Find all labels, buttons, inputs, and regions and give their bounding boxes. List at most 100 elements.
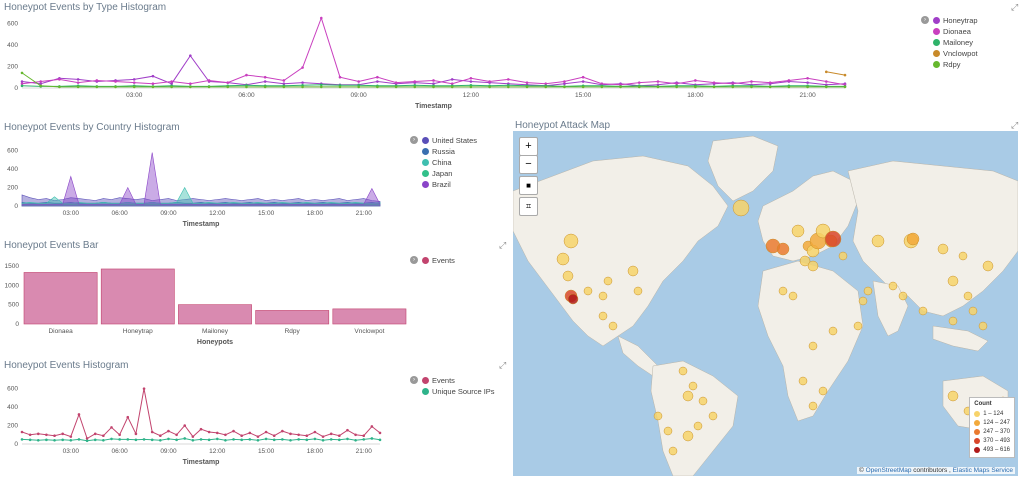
data-point [134,432,138,436]
legend-dot-icon [422,159,429,166]
attack-map[interactable]: + − ■ ⌗ Count 1 – 124 124 – 247 247 – 370 3… [513,131,1018,476]
data-point [226,85,230,89]
data-point [170,82,173,85]
data-point [656,85,660,89]
zoom-out-button[interactable]: − [519,155,538,174]
attack-marker [824,230,842,248]
legend-item[interactable]: Dionaea [933,26,978,37]
legend-item[interactable]: Vnclowpot [933,48,978,59]
data-point [118,438,121,441]
legend-item[interactable]: United States [422,135,477,146]
draw-shape-button[interactable]: ■ [519,176,538,195]
data-point [232,438,235,441]
attack-marker [863,286,873,296]
data-point [432,79,435,82]
data-point [126,438,130,441]
y-tick-label: 0 [15,321,19,328]
attack-marker [663,426,673,436]
data-point [132,81,136,84]
legend-item[interactable]: Brazil [422,179,477,190]
data-point [39,82,43,85]
zoom-in-button[interactable]: + [519,137,538,156]
data-point [232,429,235,433]
data-point [207,79,211,82]
world-map[interactable] [513,131,1018,476]
attack-marker [788,291,798,301]
attack-marker [838,251,848,261]
legend-item[interactable]: Honeytrap [933,15,978,26]
map-legend-title: Count [974,401,992,407]
events-histogram-panel: Honeypot Events Histogram ⤢ 600 400 200 0 03… [0,358,510,476]
osm-link[interactable]: OpenStreetMap [865,467,912,474]
data-point [297,433,300,437]
legend-label: Rdpy [943,60,961,69]
legend-toggle-icon[interactable]: › [410,256,418,264]
legend-item[interactable]: Russia [422,146,477,157]
data-point [114,85,117,89]
legend-item[interactable]: Events [422,255,455,266]
expand-icon[interactable]: ⤢ [499,360,507,370]
legend-item[interactable]: Rdpy [933,59,978,70]
data-point [338,434,341,437]
data-point [750,85,753,89]
data-point [581,75,585,79]
data-point [619,85,622,89]
data-point [378,431,382,435]
expand-icon[interactable]: ⤢ [1011,120,1019,130]
data-point [376,80,379,83]
data-point [413,85,417,89]
legend-toggle-icon[interactable]: › [410,376,418,384]
attack-marker [682,390,694,402]
data-point [600,85,604,89]
legend-dot-icon [933,50,940,57]
bar [23,272,98,325]
south-america [650,360,739,476]
data-point [245,73,248,77]
data-point [432,85,435,89]
expand-icon[interactable]: ⤢ [499,240,507,250]
legend-dot-icon [422,388,429,395]
data-point [226,81,230,84]
legend-label: Mailoney [943,38,974,47]
legend-dot-icon [933,28,940,35]
data-point [142,387,146,390]
data-point [245,85,248,89]
legend-dot-icon [974,446,981,453]
ems-link[interactable]: Elastic Maps Service [952,467,1013,474]
y-tick-label: 0 [14,441,18,448]
data-point [507,85,510,89]
data-point [675,85,678,89]
data-point [313,437,317,441]
data-point [413,80,417,83]
x-tick-label: 06:00 [111,210,128,217]
legend-toggle-icon[interactable]: › [921,16,929,24]
data-point [256,435,260,438]
y-tick-label: 200 [7,185,18,192]
data-point [77,438,81,441]
legend-label: Dionaea [943,27,971,36]
legend-item[interactable]: Events [422,375,495,386]
expand-icon[interactable]: ⤢ [1011,2,1019,12]
x-tick-label: 15:00 [258,448,275,455]
data-point [319,16,323,20]
attack-marker [598,291,608,301]
legend-item[interactable]: Japan [422,168,477,179]
x-tick-label: Rdpy [285,328,301,335]
legend-item[interactable]: China [422,157,477,168]
crop-icon[interactable]: ⌗ [519,197,538,216]
x-tick-label: 15:00 [258,210,275,217]
legend-item[interactable]: Mailoney [933,37,978,48]
type-histogram-panel: Honeypot Events by Type Histogram ⤢ 600 4… [0,0,1024,120]
legend-toggle-icon[interactable]: › [410,136,418,144]
legend-item[interactable]: Unique Source IPs [422,386,495,397]
data-point [581,80,585,83]
legend-dot-icon [974,428,981,435]
data-point [768,81,772,84]
attack-marker [698,396,708,406]
attack-marker [807,260,819,272]
country-histogram-title: Honeypot Events by Country Histogram [4,122,180,133]
data-point [132,85,136,89]
events-histogram-title: Honeypot Events Histogram [4,360,129,371]
data-point [544,85,548,89]
x-tick-label: 21:00 [356,448,373,455]
